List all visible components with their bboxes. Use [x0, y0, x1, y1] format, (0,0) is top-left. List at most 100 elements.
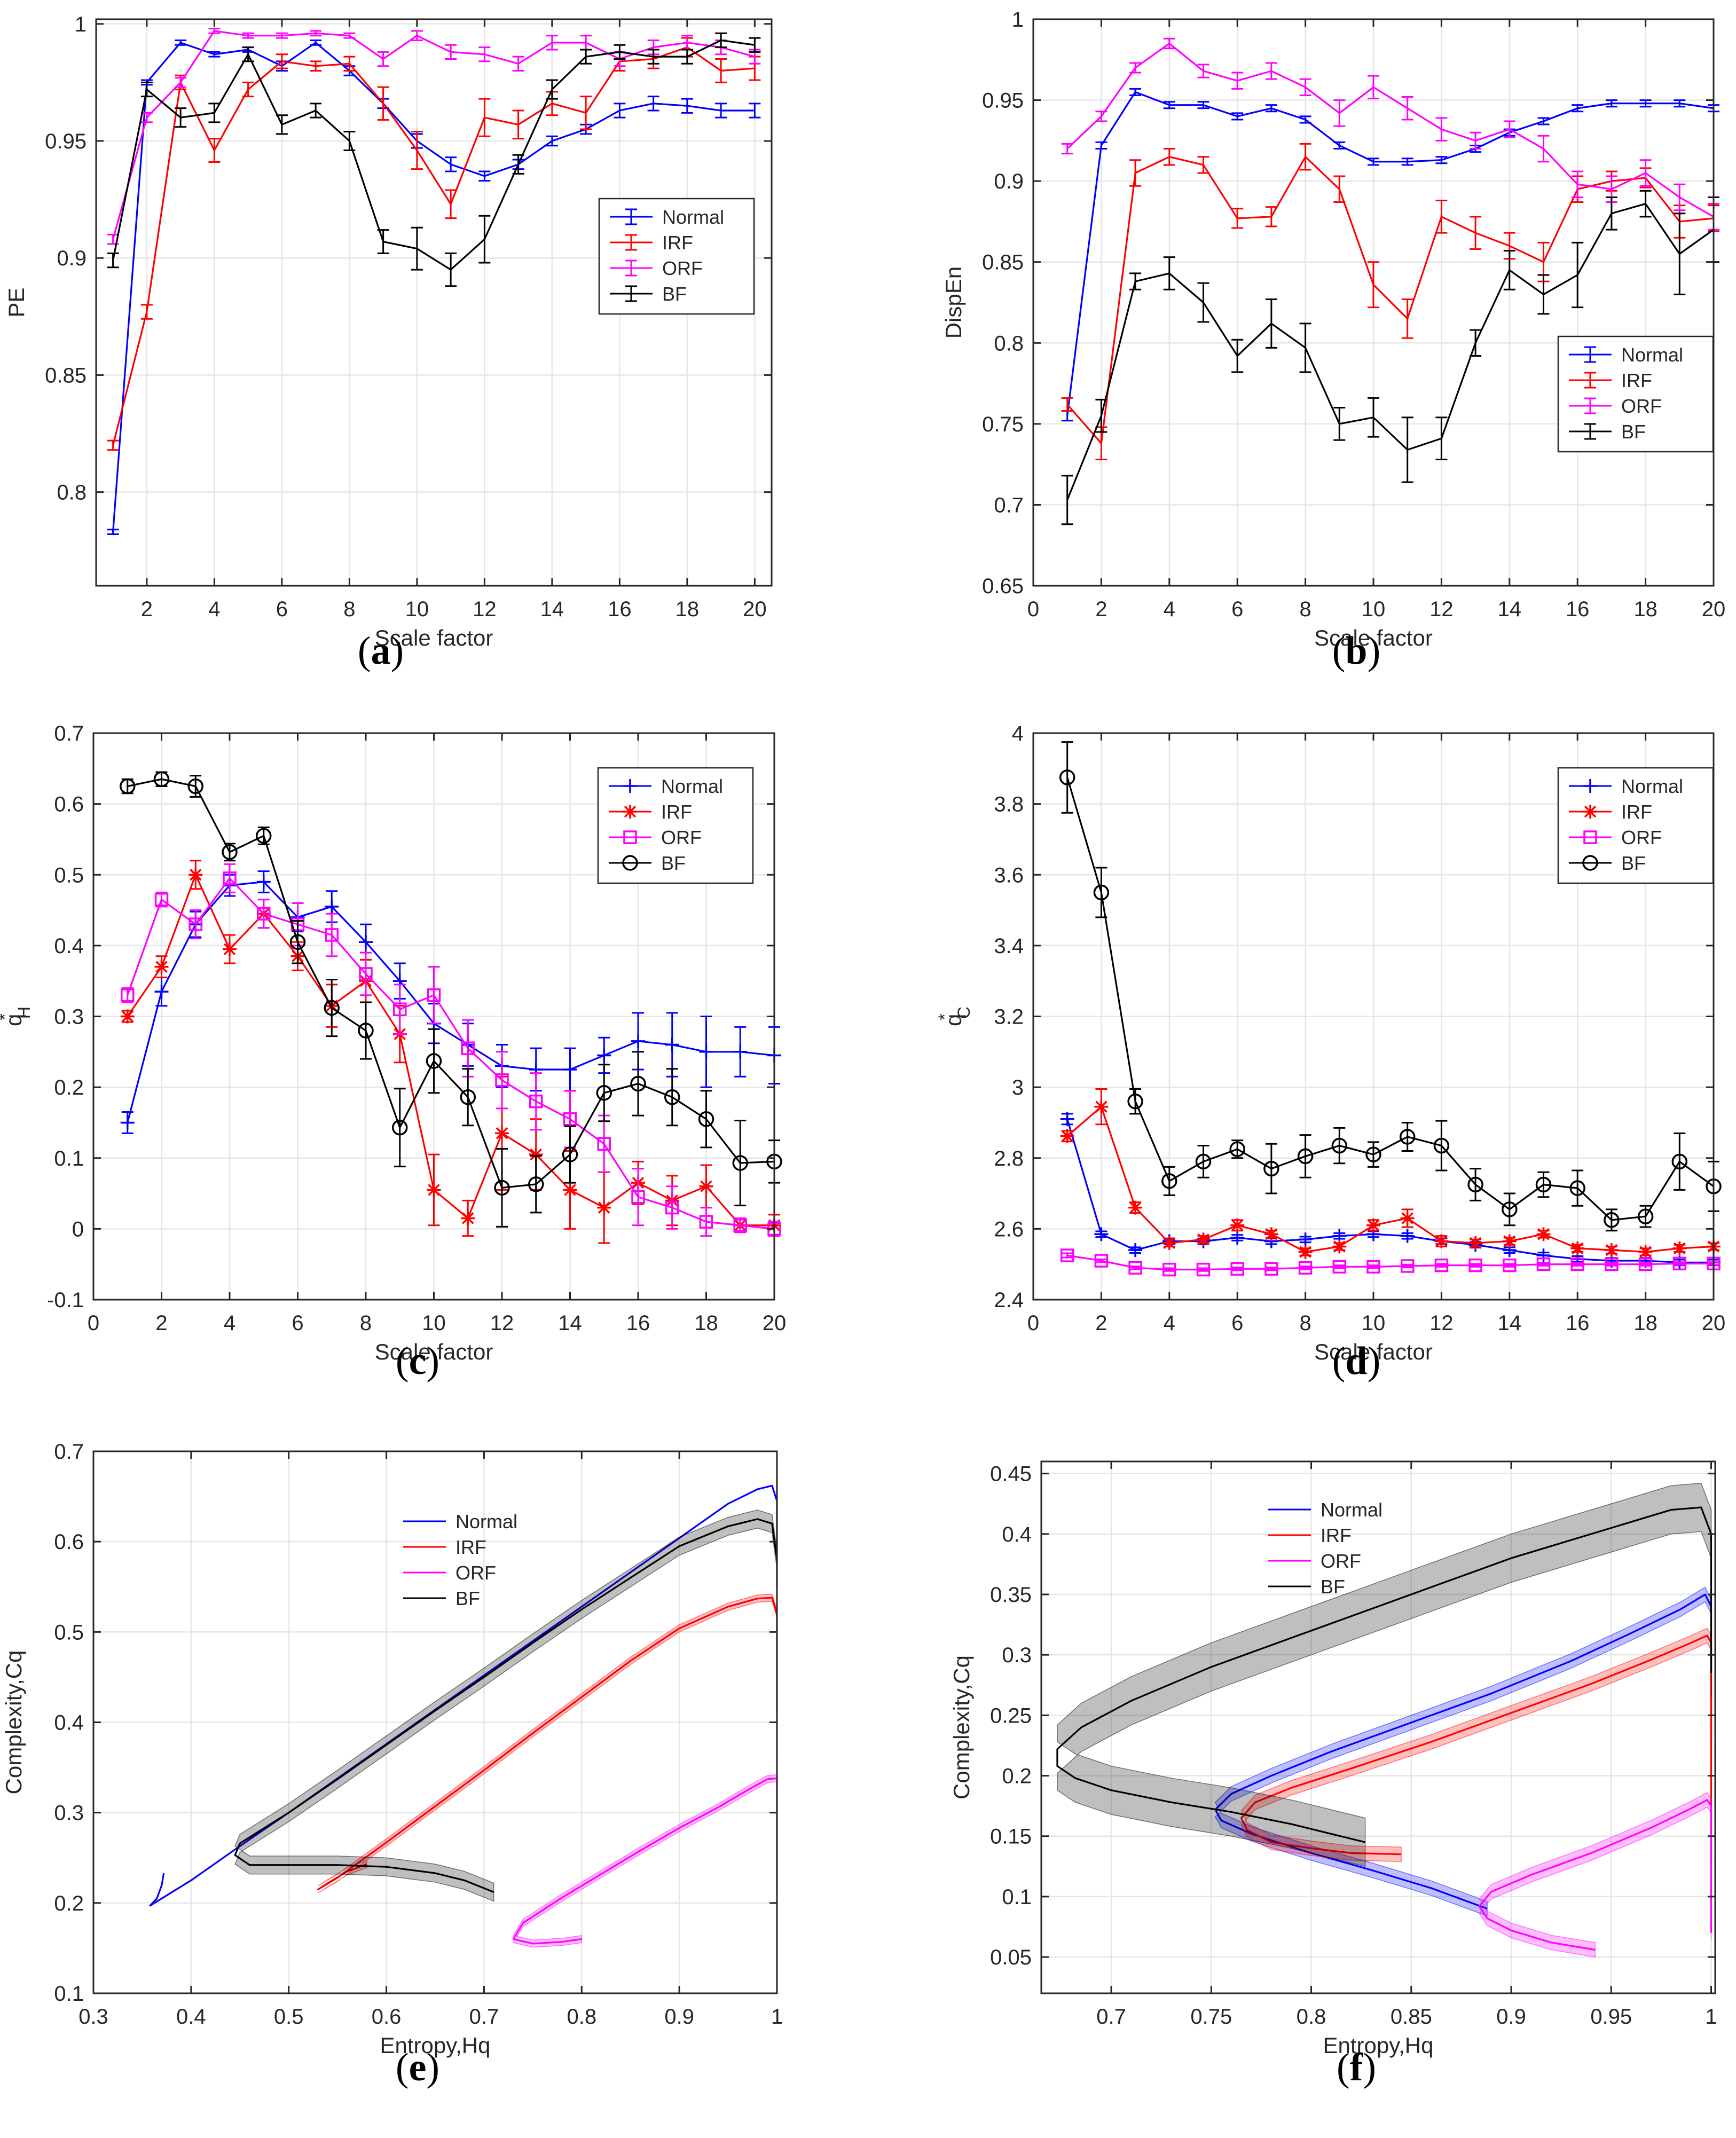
- data-point-marker: [665, 1200, 679, 1215]
- series-bf: [120, 771, 782, 1228]
- legend-label: Normal: [455, 1511, 517, 1532]
- error-bar: [647, 96, 659, 112]
- legend-label: ORF: [1621, 827, 1662, 848]
- error-bar: [462, 1068, 474, 1127]
- legend-errorbar: [1584, 397, 1596, 414]
- data-point-marker: [1161, 1173, 1177, 1189]
- tick-labels: 0.7 0.75 0.8 0.85 0.9 0.95 1 0.05 0.1 0.15 0.2 0.25…: [990, 1461, 1717, 2029]
- data-point-marker: [120, 1009, 135, 1024]
- y-tick-label: 0.8: [57, 481, 87, 505]
- y-tick-label: 4: [1012, 722, 1024, 745]
- error-bar: [1095, 1258, 1107, 1263]
- y-tick-label: 3.2: [994, 1005, 1024, 1029]
- error-bar: [749, 37, 761, 53]
- error-bar: [107, 529, 119, 536]
- error-bar: [1061, 397, 1073, 412]
- error-bar: [1572, 241, 1584, 309]
- legend: Normal IRF ORF BF: [597, 767, 754, 884]
- data-point-marker: [1127, 1093, 1143, 1110]
- y-tick-label: 2.6: [994, 1217, 1024, 1241]
- error-bar: [411, 226, 423, 271]
- y-tick-label: 0.3: [54, 1802, 84, 1825]
- error-bar: [377, 86, 389, 121]
- chart-panel-f: 0.7 0.75 0.8 0.85 0.9 0.95 1 0.05 0.1 0.15 0.2 0.25…: [949, 1460, 1717, 2089]
- series-line: [234, 1518, 778, 1893]
- legend-label: IRF: [1621, 801, 1652, 823]
- data-point-marker: [153, 771, 170, 787]
- data-point-marker: [393, 1002, 407, 1016]
- y-axis-label-sub: H: [14, 1007, 34, 1019]
- error-bar: [310, 39, 322, 46]
- x-tick-label: 14: [558, 1311, 582, 1335]
- y-tick-label: 0.5: [54, 1621, 84, 1644]
- error-bar: [1061, 475, 1073, 525]
- error-bar: [276, 32, 288, 39]
- error-bar: [257, 826, 270, 845]
- data-point-marker: [1298, 1245, 1313, 1259]
- legend-errorbar: [625, 208, 637, 225]
- data-point-marker: [1570, 1257, 1584, 1271]
- data-point-marker: [664, 1089, 680, 1105]
- error-bar: [208, 28, 221, 34]
- data-point-marker: [358, 1023, 374, 1039]
- data-point-marker: [1298, 1232, 1313, 1247]
- data-point-marker: [1433, 1137, 1450, 1154]
- y-tick-label: 3.4: [994, 934, 1024, 958]
- y-axis-label: q*H: [0, 1007, 34, 1026]
- data-point-marker: [1570, 1241, 1585, 1255]
- x-tick-label: 6: [1231, 598, 1243, 621]
- data-point-marker: [1332, 1260, 1347, 1274]
- data-point-marker: [665, 1037, 679, 1052]
- data-point-marker: [1332, 1239, 1347, 1254]
- y-tick-label: 0.3: [54, 1005, 84, 1029]
- error-bar: [715, 58, 727, 83]
- x-tick-label: 0.6: [372, 2005, 402, 2029]
- y-tick-label: 0.2: [1002, 1765, 1032, 1788]
- data-point-marker: [1503, 1258, 1517, 1272]
- error-bar: [242, 32, 254, 39]
- y-tick-label: 0.7: [54, 722, 84, 745]
- caption-paren: (: [396, 1339, 409, 1383]
- panel-caption: (a): [358, 629, 404, 673]
- data-point-marker: [1365, 1146, 1381, 1162]
- error-bar: [632, 1051, 644, 1117]
- error-bar: [107, 439, 119, 451]
- series-group: [107, 28, 761, 536]
- data-point-marker: [733, 1218, 747, 1232]
- error-bar: [1299, 115, 1311, 124]
- x-tick-label: 0.75: [1190, 2005, 1232, 2029]
- y-tick-label: 3: [1012, 1076, 1024, 1099]
- legend-item-orf: ORF: [1569, 395, 1662, 417]
- chart-panel-d: 0 2 4 6 8 10 12 14 16 18 20 2.4 2.6 2.8 3 3.2 3.4 3.6 3.8 4…: [935, 722, 1725, 1383]
- error-bar: [1537, 274, 1550, 315]
- error-bar: [1537, 135, 1550, 163]
- error-bar: [190, 909, 202, 940]
- error-bar: [1470, 329, 1482, 357]
- caption-letter: d: [1345, 1339, 1367, 1383]
- series-normal: [1061, 88, 1719, 422]
- legend: Normal IRF ORF BF: [1557, 767, 1714, 884]
- data-point-marker: [120, 778, 136, 795]
- caption-letter: a: [371, 629, 391, 673]
- error-bar: [1435, 1120, 1448, 1172]
- error-bar: [1129, 272, 1142, 290]
- y-tick-label: 0.35: [990, 1583, 1032, 1607]
- chart-panel-b: 0 2 4 6 8 10 12 14 16 18 20 0.65 0.7 0.75 0.8 0.85 0.9 0.…: [941, 8, 1725, 673]
- error-bar: [647, 49, 659, 65]
- y-tick-label: 0.6: [54, 793, 84, 816]
- error-bar: [1265, 1267, 1277, 1271]
- legend-label: Normal: [661, 775, 723, 797]
- error-bar: [496, 1148, 508, 1228]
- data-point-marker: [154, 985, 169, 999]
- data-point-marker: [461, 1211, 475, 1225]
- error-bar: [1368, 1141, 1379, 1168]
- data-point-marker: [1196, 1232, 1211, 1247]
- x-tick-label: 0.4: [176, 2005, 206, 2029]
- error-bar: [411, 30, 423, 41]
- legend-label: IRF: [1321, 1524, 1352, 1546]
- data-point-marker: [427, 988, 441, 1002]
- error-bar: [530, 1155, 542, 1214]
- error-bar: [598, 1064, 610, 1122]
- y-tick-label: 0.85: [45, 364, 87, 387]
- grid: [1041, 1461, 1715, 1993]
